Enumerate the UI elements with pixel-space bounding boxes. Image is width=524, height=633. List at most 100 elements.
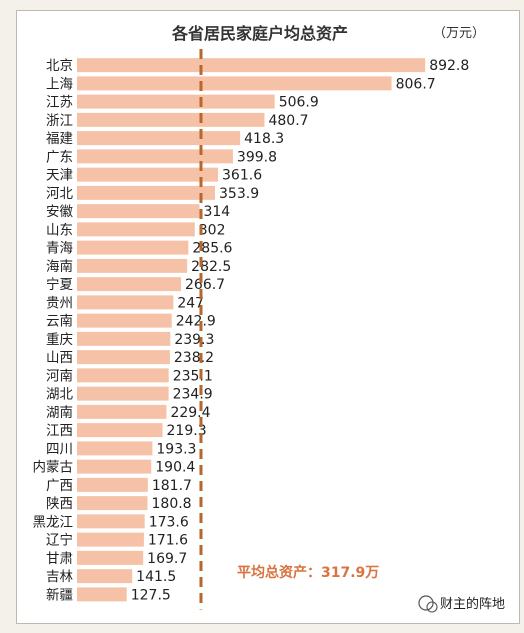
category-label: 北京 bbox=[46, 58, 73, 74]
bar bbox=[77, 112, 265, 127]
category-label: 四川 bbox=[46, 441, 73, 457]
bar-value-label: 238.2 bbox=[174, 350, 214, 366]
bar-value-label: 282.5 bbox=[191, 259, 231, 275]
bar bbox=[77, 204, 200, 219]
category-label: 云南 bbox=[46, 314, 73, 330]
bar bbox=[77, 587, 127, 602]
bar-value-label: 418.3 bbox=[244, 131, 284, 147]
bar-value-label: 141.5 bbox=[136, 569, 176, 585]
category-label: 广西 bbox=[46, 478, 73, 494]
bar-value-label: 219.3 bbox=[167, 423, 207, 439]
bar-value-label: 173.6 bbox=[149, 514, 189, 530]
category-label: 青海 bbox=[46, 241, 73, 257]
bar bbox=[77, 222, 195, 237]
bar bbox=[77, 58, 426, 73]
bar-value-label: 285.6 bbox=[192, 241, 232, 257]
bar-value-label: 229.4 bbox=[170, 405, 210, 421]
bar-value-label: 266.7 bbox=[185, 277, 225, 293]
watermark: 财主的阵地 bbox=[418, 595, 505, 613]
category-label: 贵州 bbox=[46, 295, 73, 311]
category-label: 湖南 bbox=[46, 405, 73, 421]
bar-value-label: 892.8 bbox=[429, 58, 469, 74]
category-label: 江西 bbox=[46, 423, 73, 439]
bars-group: 北京 892.8 上海 806.7 江苏 506.9 浙江 480.7 福建 418.3 广东 399… bbox=[33, 58, 469, 603]
bar-value-label: 361.6 bbox=[222, 168, 262, 184]
category-label: 重庆 bbox=[46, 332, 73, 348]
bar-value-label: 353.9 bbox=[219, 186, 259, 202]
category-label: 河北 bbox=[46, 186, 73, 202]
bar-value-label: 169.7 bbox=[147, 551, 187, 567]
category-label: 宁夏 bbox=[46, 276, 73, 293]
bar bbox=[77, 496, 148, 511]
bar-value-label: 480.7 bbox=[268, 113, 308, 129]
bar bbox=[77, 277, 182, 292]
bar-value-label: 302 bbox=[199, 222, 226, 238]
category-label: 新疆 bbox=[46, 587, 73, 603]
bar bbox=[77, 240, 189, 255]
bar-value-label: 234.9 bbox=[173, 387, 213, 403]
bar bbox=[77, 149, 233, 164]
category-label: 江苏 bbox=[46, 95, 73, 111]
category-label: 山西 bbox=[46, 350, 73, 366]
bar bbox=[77, 423, 163, 438]
bar bbox=[77, 258, 188, 273]
unit-label: （万元） bbox=[433, 26, 485, 41]
bar bbox=[77, 94, 275, 109]
bar-value-label: 180.8 bbox=[152, 496, 192, 512]
category-label: 福建 bbox=[46, 131, 73, 147]
bar-value-label: 242.9 bbox=[176, 314, 216, 330]
chart-frame: 各省居民家庭户均总资产 （万元） 北京 892.8 上海 806.7 江苏 506.9 浙江… bbox=[16, 10, 520, 624]
bar-value-label: 235.1 bbox=[173, 368, 213, 384]
bar-value-label: 171.6 bbox=[148, 533, 188, 549]
bar bbox=[77, 295, 174, 310]
bar-chart: 各省居民家庭户均总资产 （万元） 北京 892.8 上海 806.7 江苏 506.9 浙江… bbox=[33, 24, 505, 613]
category-label: 浙江 bbox=[46, 113, 73, 129]
category-label: 海南 bbox=[46, 259, 73, 275]
category-label: 安徽 bbox=[46, 204, 73, 220]
bar bbox=[77, 550, 144, 565]
category-label: 辽宁 bbox=[46, 532, 73, 549]
bar bbox=[77, 76, 392, 91]
bar-value-label: 314 bbox=[203, 204, 230, 220]
bar bbox=[77, 185, 216, 200]
bar bbox=[77, 386, 169, 401]
bar bbox=[77, 459, 152, 474]
bar bbox=[77, 441, 153, 456]
bar bbox=[77, 331, 171, 346]
bar bbox=[77, 167, 219, 182]
category-label: 天津 bbox=[46, 168, 73, 184]
bar-value-label: 181.7 bbox=[152, 478, 192, 494]
bar-value-label: 506.9 bbox=[279, 95, 319, 111]
average-label: 平均总资产：317.9万 bbox=[237, 564, 379, 581]
category-label: 黑龙江 bbox=[33, 514, 74, 530]
bar-value-label: 247 bbox=[177, 295, 204, 311]
bar-value-label: 190.4 bbox=[155, 460, 195, 476]
category-label: 内蒙古 bbox=[33, 460, 74, 476]
bar-value-label: 193.3 bbox=[156, 441, 196, 457]
bar bbox=[77, 350, 170, 365]
watermark-text: 财主的阵地 bbox=[440, 596, 505, 612]
chart-title: 各省居民家庭户均总资产 bbox=[171, 24, 348, 43]
bar bbox=[77, 532, 144, 547]
bar-value-label: 399.8 bbox=[237, 149, 277, 165]
wechat-icon-inner bbox=[426, 601, 438, 613]
category-label: 吉林 bbox=[46, 569, 73, 585]
bar bbox=[77, 514, 145, 529]
bar-value-label: 239.3 bbox=[174, 332, 214, 348]
bar bbox=[77, 313, 172, 328]
category-label: 河南 bbox=[46, 368, 73, 384]
category-label: 广东 bbox=[46, 149, 73, 165]
bar-value-label: 806.7 bbox=[396, 76, 436, 92]
bar bbox=[77, 569, 133, 584]
bar bbox=[77, 404, 167, 419]
wechat-icon bbox=[418, 595, 434, 611]
bar bbox=[77, 477, 148, 492]
category-label: 山东 bbox=[46, 222, 73, 238]
category-label: 湖北 bbox=[46, 387, 73, 403]
category-label: 上海 bbox=[46, 76, 73, 92]
bar-value-label: 127.5 bbox=[131, 587, 171, 603]
category-label: 甘肃 bbox=[46, 551, 73, 567]
category-label: 陕西 bbox=[46, 496, 73, 512]
bar bbox=[77, 131, 241, 146]
bar bbox=[77, 368, 169, 383]
